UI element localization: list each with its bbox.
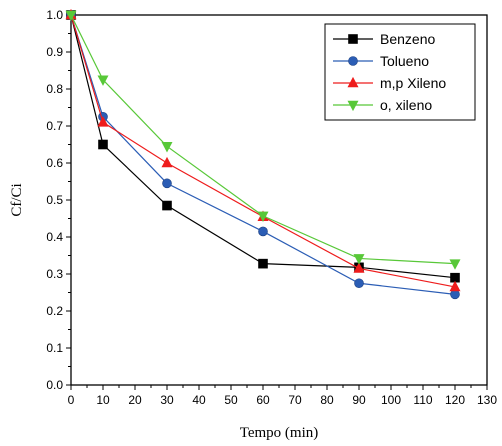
data-point <box>449 259 461 270</box>
x-tick-label: 50 <box>224 393 238 407</box>
data-point <box>257 211 269 223</box>
legend-marker <box>347 76 359 88</box>
data-point <box>97 75 109 86</box>
x-tick-label: 120 <box>445 393 465 407</box>
series-line <box>70 14 456 279</box>
data-point <box>98 139 108 150</box>
data-point <box>161 156 173 168</box>
y-tick-label: 0.3 <box>46 267 63 281</box>
y-axis-title: Cf/Ci <box>9 183 25 216</box>
x-axis-title: Tempo (min) <box>240 425 319 441</box>
x-tick-label: 110 <box>413 393 432 407</box>
legend-marker <box>348 56 358 66</box>
x-tick-label: 40 <box>192 393 206 407</box>
legend-item: Tolueno <box>333 53 429 69</box>
legend: Benzeno Tolueno m,p Xileno o, xileno <box>324 23 476 121</box>
x-tick-label: 70 <box>288 393 302 407</box>
y-tick-label: 0.1 <box>46 341 63 355</box>
x-tick-label: 0 <box>68 393 75 407</box>
y-axis: 0.0 0.1 0.2 0.3 0.4 0.5 0.6 0.7 0.8 0.9 1.0 <box>46 8 71 392</box>
x-tick-label: 130 <box>477 393 497 407</box>
data-point <box>354 278 364 289</box>
series-line <box>70 14 456 265</box>
x-tick-label: 30 <box>160 393 174 407</box>
y-tick-label: 0.8 <box>46 82 63 96</box>
data-point <box>65 10 77 22</box>
legend-label: m,p Xileno <box>380 75 446 91</box>
data-point <box>97 116 109 127</box>
series-line <box>70 14 456 295</box>
x-tick-label: 100 <box>381 393 401 407</box>
legend-label: Tolueno <box>380 53 429 69</box>
y-tick-label: 0.9 <box>46 45 63 59</box>
data-point <box>162 178 172 189</box>
y-tick-label: 0.2 <box>46 304 63 318</box>
x-tick-label: 20 <box>128 393 142 407</box>
series-layer <box>65 8 461 300</box>
data-point <box>258 226 268 237</box>
x-tick-label: 80 <box>320 393 334 407</box>
x-tick-label: 10 <box>96 393 110 407</box>
y-tick-label: 0.7 <box>46 119 63 133</box>
x-tick-label: 60 <box>256 393 270 407</box>
y-tick-label: 0.4 <box>46 230 63 244</box>
y-tick-label: 0.6 <box>46 156 63 170</box>
legend-label: o, xileno <box>380 97 432 113</box>
data-point <box>162 200 172 211</box>
data-point <box>353 262 365 273</box>
y-tick-label: 0.0 <box>46 378 63 392</box>
legend-item: o, xileno <box>333 97 432 113</box>
legend-label: Benzeno <box>380 31 435 47</box>
y-tick-label: 1.0 <box>46 8 63 22</box>
legend-item: m,p Xileno <box>333 75 446 91</box>
series-4 <box>65 10 461 270</box>
legend-item: Benzeno <box>333 31 435 47</box>
series-line <box>70 14 456 288</box>
data-point <box>353 254 365 265</box>
data-point <box>161 142 173 153</box>
x-tick-label: 90 <box>352 393 366 407</box>
y-tick-label: 0.5 <box>46 193 63 207</box>
legend-marker <box>347 100 359 112</box>
legend-marker <box>348 34 358 44</box>
data-point <box>258 258 268 269</box>
data-point <box>449 280 461 292</box>
x-axis: 0 10 20 30 40 50 60 70 80 90 100 110 120 130 <box>68 385 497 407</box>
